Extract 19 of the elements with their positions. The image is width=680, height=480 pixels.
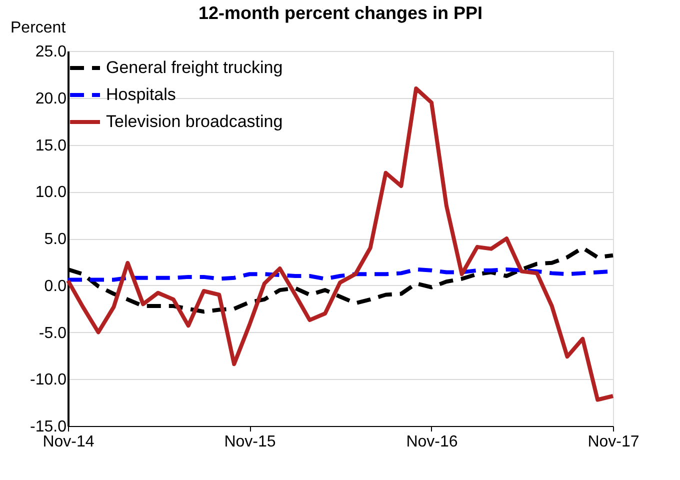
y-tick-label: 20.0 bbox=[35, 90, 67, 108]
y-axis-title: Percent bbox=[10, 20, 66, 36]
chart-title: 12-month percent changes in PPI bbox=[198, 3, 483, 23]
legend-label: Hospitals bbox=[106, 85, 176, 104]
y-tick-label: 10.0 bbox=[35, 184, 67, 202]
y-tick-label: 15.0 bbox=[35, 137, 67, 154]
x-tick-label: Nov-17 bbox=[588, 434, 640, 450]
x-tick-label: Nov-14 bbox=[42, 434, 94, 450]
x-tick-label: Nov-15 bbox=[224, 434, 276, 450]
y-tick-label: -10.0 bbox=[30, 372, 67, 389]
legend-label: General freight trucking bbox=[106, 58, 283, 77]
y-tick-label: -15.0 bbox=[30, 418, 67, 436]
x-tick-label: Nov-16 bbox=[406, 434, 458, 450]
y-tick-label: -5.0 bbox=[38, 324, 67, 342]
legend-label: Television broadcasting bbox=[106, 112, 283, 131]
y-tick-label: 5.0 bbox=[44, 231, 67, 248]
line-series bbox=[66, 86, 615, 402]
y-tick-label: 0.0 bbox=[44, 278, 67, 295]
y-tick-label: 25.0 bbox=[35, 44, 67, 60]
